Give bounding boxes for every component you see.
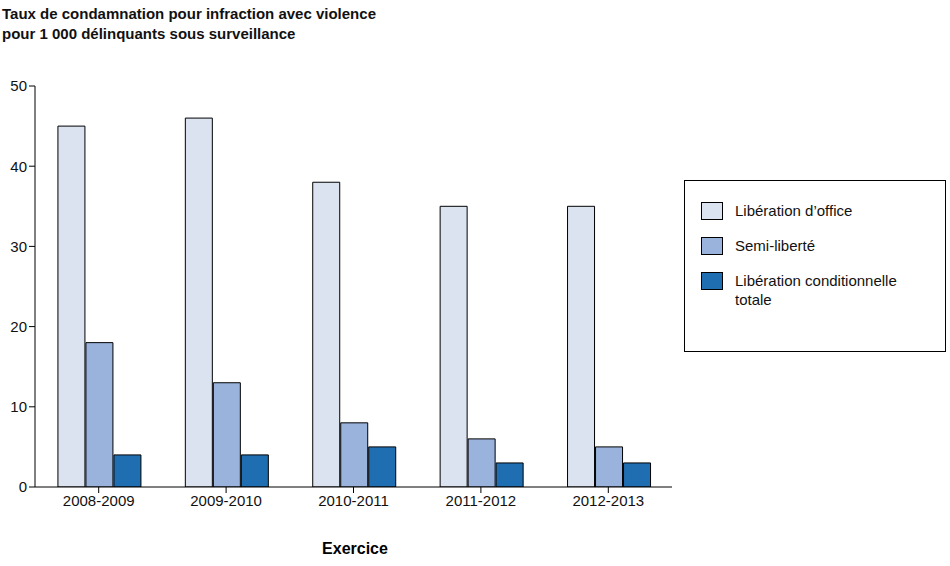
svg-text:2009-2010: 2009-2010 [190, 492, 262, 509]
html-text:Libération conditionnelle tota: Libération conditionnelle totale [735, 272, 897, 308]
svg-text:20: 20 [10, 318, 27, 335]
html-text:Semi-liberté: Semi-liberté [735, 237, 815, 254]
html-text:Exercice: Exercice [322, 540, 388, 557]
svg-text:40: 40 [10, 158, 27, 175]
svg-text:2008-2009: 2008-2009 [63, 492, 135, 509]
svg-text:2010-2011: 2010-2011 [318, 492, 389, 509]
svg-text:30: 30 [10, 238, 27, 255]
html-text:Taux de condamnation pour infr: Taux de condamnation pour infraction ave… [2, 5, 376, 42]
svg-text:50: 50 [10, 77, 27, 94]
svg-text:0: 0 [19, 478, 27, 495]
svg-text:10: 10 [10, 398, 27, 415]
html-text:Libération d’office: Libération d’office [735, 202, 853, 219]
svg-text:2012-2013: 2012-2013 [572, 492, 644, 509]
svg-text:2011-2012: 2011-2012 [446, 492, 517, 509]
